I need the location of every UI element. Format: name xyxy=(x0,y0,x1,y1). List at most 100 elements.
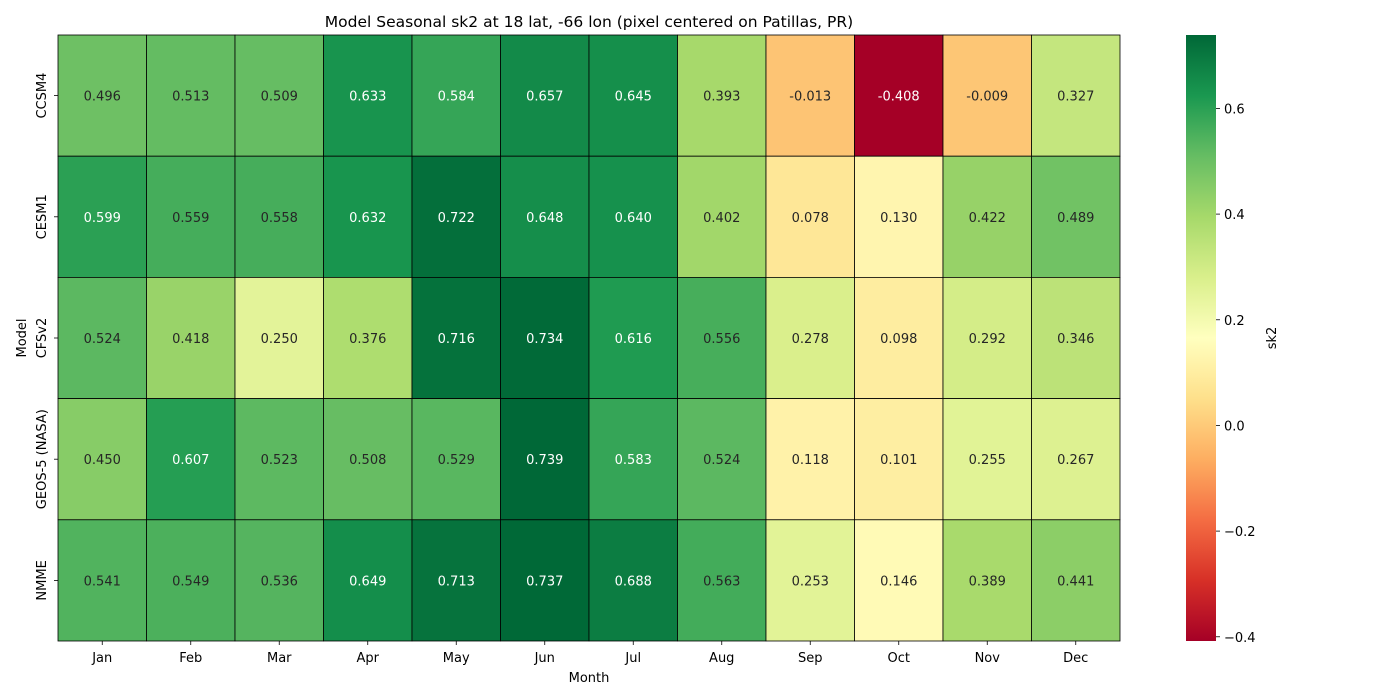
heatmap-cell xyxy=(500,34,590,157)
heatmap-cell xyxy=(234,155,324,278)
heatmap-cell xyxy=(500,155,590,278)
cell-value-label: 0.098 xyxy=(880,332,917,347)
y-tick-label: CFSv2 xyxy=(35,318,50,359)
cell-value-label: 0.101 xyxy=(880,453,917,468)
cell-value-label: 0.524 xyxy=(84,332,121,347)
heatmap-cell xyxy=(234,276,324,399)
heatmap-cell xyxy=(854,398,944,521)
y-tick-label: NMME xyxy=(35,560,50,600)
heatmap-cell xyxy=(854,155,944,278)
heatmap-cell xyxy=(411,519,501,642)
colorbar-tick-label: 0.6 xyxy=(1224,102,1245,117)
cell-value-label: 0.509 xyxy=(261,90,298,105)
y-tick-label: CESM1 xyxy=(35,194,50,239)
colorbar-tick-label: −0.2 xyxy=(1224,525,1256,540)
cell-value-label: 0.130 xyxy=(880,211,917,226)
cell-value-label: 0.541 xyxy=(84,574,121,589)
heatmap-cell xyxy=(323,34,413,157)
cell-value-label: 0.255 xyxy=(969,453,1006,468)
cell-value-label: 0.376 xyxy=(349,332,386,347)
colorbar: −0.4 −0.2 0.0 0.2 0.4 0.6 xyxy=(1186,35,1256,646)
heatmap-cell xyxy=(411,276,501,399)
heatmap-cell xyxy=(942,398,1032,521)
heatmap-cell xyxy=(677,519,767,642)
y-tick-label: GEOS-5 (NASA) xyxy=(35,409,50,509)
heatmap-cell xyxy=(57,398,147,521)
cell-value-label: 0.418 xyxy=(172,332,209,347)
cell-value-label: 0.713 xyxy=(438,574,475,589)
cell-value-label: 0.734 xyxy=(526,332,563,347)
heatmap-cell xyxy=(146,519,236,642)
x-axis-label: Month xyxy=(569,671,610,686)
cell-value-label: 0.146 xyxy=(880,574,917,589)
cell-value-label: 0.267 xyxy=(1057,453,1094,468)
cell-value-label: 0.648 xyxy=(526,211,563,226)
heatmap-cell xyxy=(146,155,236,278)
cell-value-label: 0.645 xyxy=(615,90,652,105)
cell-value-label: 0.496 xyxy=(84,90,121,105)
x-tick-label: Sep xyxy=(798,651,823,666)
cell-value-label: 0.739 xyxy=(526,453,563,468)
heatmap-cell xyxy=(146,398,236,521)
cell-value-label: 0.633 xyxy=(349,90,386,105)
cell-value-label: 0.649 xyxy=(349,574,386,589)
colorbar-gradient xyxy=(1186,35,1216,641)
colorbar-tick-label: 0.4 xyxy=(1224,208,1245,223)
heatmap-cell xyxy=(57,34,147,157)
cell-value-label: 0.563 xyxy=(703,574,740,589)
heatmap-cell xyxy=(765,155,855,278)
cell-value-label: 0.583 xyxy=(615,453,652,468)
heatmap-cell xyxy=(57,155,147,278)
heatmap-cell xyxy=(588,276,678,399)
cell-value-label: 0.640 xyxy=(615,211,652,226)
cell-value-label: 0.292 xyxy=(969,332,1006,347)
colorbar-tick-label: 0.2 xyxy=(1224,314,1245,329)
heatmap-cell xyxy=(588,155,678,278)
cell-value-label: 0.327 xyxy=(1057,90,1094,105)
y-axis-label: Model xyxy=(15,318,30,357)
heatmap-cell xyxy=(1031,398,1121,521)
cell-value-label: 0.529 xyxy=(438,453,475,468)
heatmap-cell xyxy=(765,519,855,642)
cell-value-label: 0.599 xyxy=(84,211,121,226)
heatmap-cell xyxy=(1031,276,1121,399)
cell-value-label: 0.558 xyxy=(261,211,298,226)
cell-value-label: 0.722 xyxy=(438,211,475,226)
cell-value-label: 0.737 xyxy=(526,574,563,589)
heatmap-cells: 0.496 0.513 0.509 0.633 0.584 0.657 0.645 0.393… xyxy=(57,34,1121,642)
cell-value-label: 0.536 xyxy=(261,574,298,589)
heatmap-cell xyxy=(323,276,413,399)
chart-title: Model Seasonal sk2 at 18 lat, -66 lon (p… xyxy=(325,13,853,31)
x-tick-label: Jun xyxy=(534,651,555,666)
cell-value-label: -0.408 xyxy=(878,90,920,105)
cell-value-label: 0.688 xyxy=(615,574,652,589)
cell-value-label: 0.607 xyxy=(172,453,209,468)
cell-value-label: 0.616 xyxy=(615,332,652,347)
cell-value-label: 0.549 xyxy=(172,574,209,589)
y-tick-label: CCSM4 xyxy=(35,73,50,119)
heatmap-cell xyxy=(1031,34,1121,157)
x-tick-label: Jan xyxy=(91,651,112,666)
y-axis-ticks: CCSM4 CESM1 CFSv2 GEOS-5 (NASA) NMME xyxy=(35,73,58,601)
heatmap-cell xyxy=(146,34,236,157)
colorbar-tick-label: −0.4 xyxy=(1224,631,1256,646)
x-tick-label: Apr xyxy=(357,651,380,666)
heatmap-cell xyxy=(500,398,590,521)
cell-value-label: 0.118 xyxy=(792,453,829,468)
cell-value-label: 0.559 xyxy=(172,211,209,226)
heatmap-cell xyxy=(588,398,678,521)
cell-value-label: 0.078 xyxy=(792,211,829,226)
heatmap-cell xyxy=(500,519,590,642)
cell-value-label: 0.489 xyxy=(1057,211,1094,226)
x-tick-label: May xyxy=(443,651,470,666)
heatmap-cell xyxy=(588,519,678,642)
cell-value-label: 0.657 xyxy=(526,90,563,105)
x-axis-ticks: Jan Feb Mar Apr May Jun Jul Aug Sep Oct Nov Dec xyxy=(91,641,1088,666)
cell-value-label: 0.716 xyxy=(438,332,475,347)
cell-value-label: 0.393 xyxy=(703,90,740,105)
heatmap-cell xyxy=(942,519,1032,642)
cell-value-label: 0.422 xyxy=(969,211,1006,226)
heatmap-cell xyxy=(411,34,501,157)
heatmap-cell xyxy=(942,155,1032,278)
